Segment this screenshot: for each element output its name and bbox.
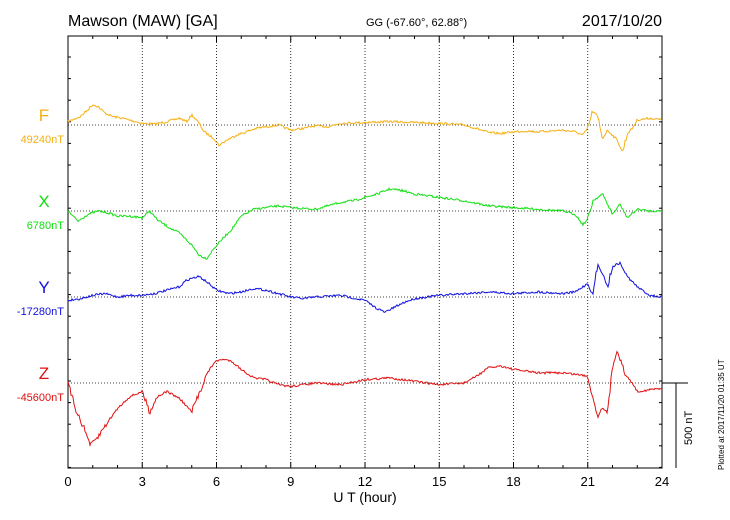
series-baseline-label-f: 49240nT <box>21 134 65 146</box>
x-tick-label: 15 <box>432 474 446 489</box>
x-tick-label: 9 <box>287 474 294 489</box>
x-tick-label: 0 <box>64 474 71 489</box>
x-tick-label: 12 <box>358 474 372 489</box>
series-name-z: Z <box>39 364 49 383</box>
scale-bar-label: 500 nT <box>683 410 695 445</box>
series-name-x: X <box>38 192 49 211</box>
series-labels: F 49240nT X 6780nT Y -17280nT Z -45600nT <box>17 106 64 404</box>
series-line-y <box>67 260 663 313</box>
station-title: Mawson (MAW) [GA] <box>68 13 218 30</box>
series-line-x <box>67 187 663 260</box>
series-baseline-label-y: -17280nT <box>17 306 64 318</box>
baselines <box>68 124 662 384</box>
x-tick-label: 18 <box>506 474 520 489</box>
series-name-f: F <box>39 106 49 125</box>
grid <box>141 36 589 468</box>
series-baseline-label-z: -45600nT <box>17 392 64 404</box>
series-group <box>67 104 663 447</box>
plotted-note: Plotted at 2017/11/20 01:35 UT <box>717 359 726 470</box>
x-tick-label: 21 <box>581 474 595 489</box>
date-label: 2017/10/20 <box>582 13 662 30</box>
scale-bar: 500 nT <box>662 382 695 468</box>
x-tick-label: 3 <box>139 474 146 489</box>
x-ticks: 0 3 6 9 12 15 18 21 24 <box>64 36 669 489</box>
series-line-z <box>67 350 663 447</box>
x-axis-label: U T (hour) <box>333 489 396 505</box>
series-baseline-label-x: 6780nT <box>27 220 65 232</box>
x-tick-label: 24 <box>655 474 669 489</box>
series-name-y: Y <box>38 278 49 297</box>
x-tick-label: 6 <box>213 474 220 489</box>
series-line-f <box>67 104 663 152</box>
coordinates-label: GG (-67.60°, 62.88°) <box>366 17 467 29</box>
